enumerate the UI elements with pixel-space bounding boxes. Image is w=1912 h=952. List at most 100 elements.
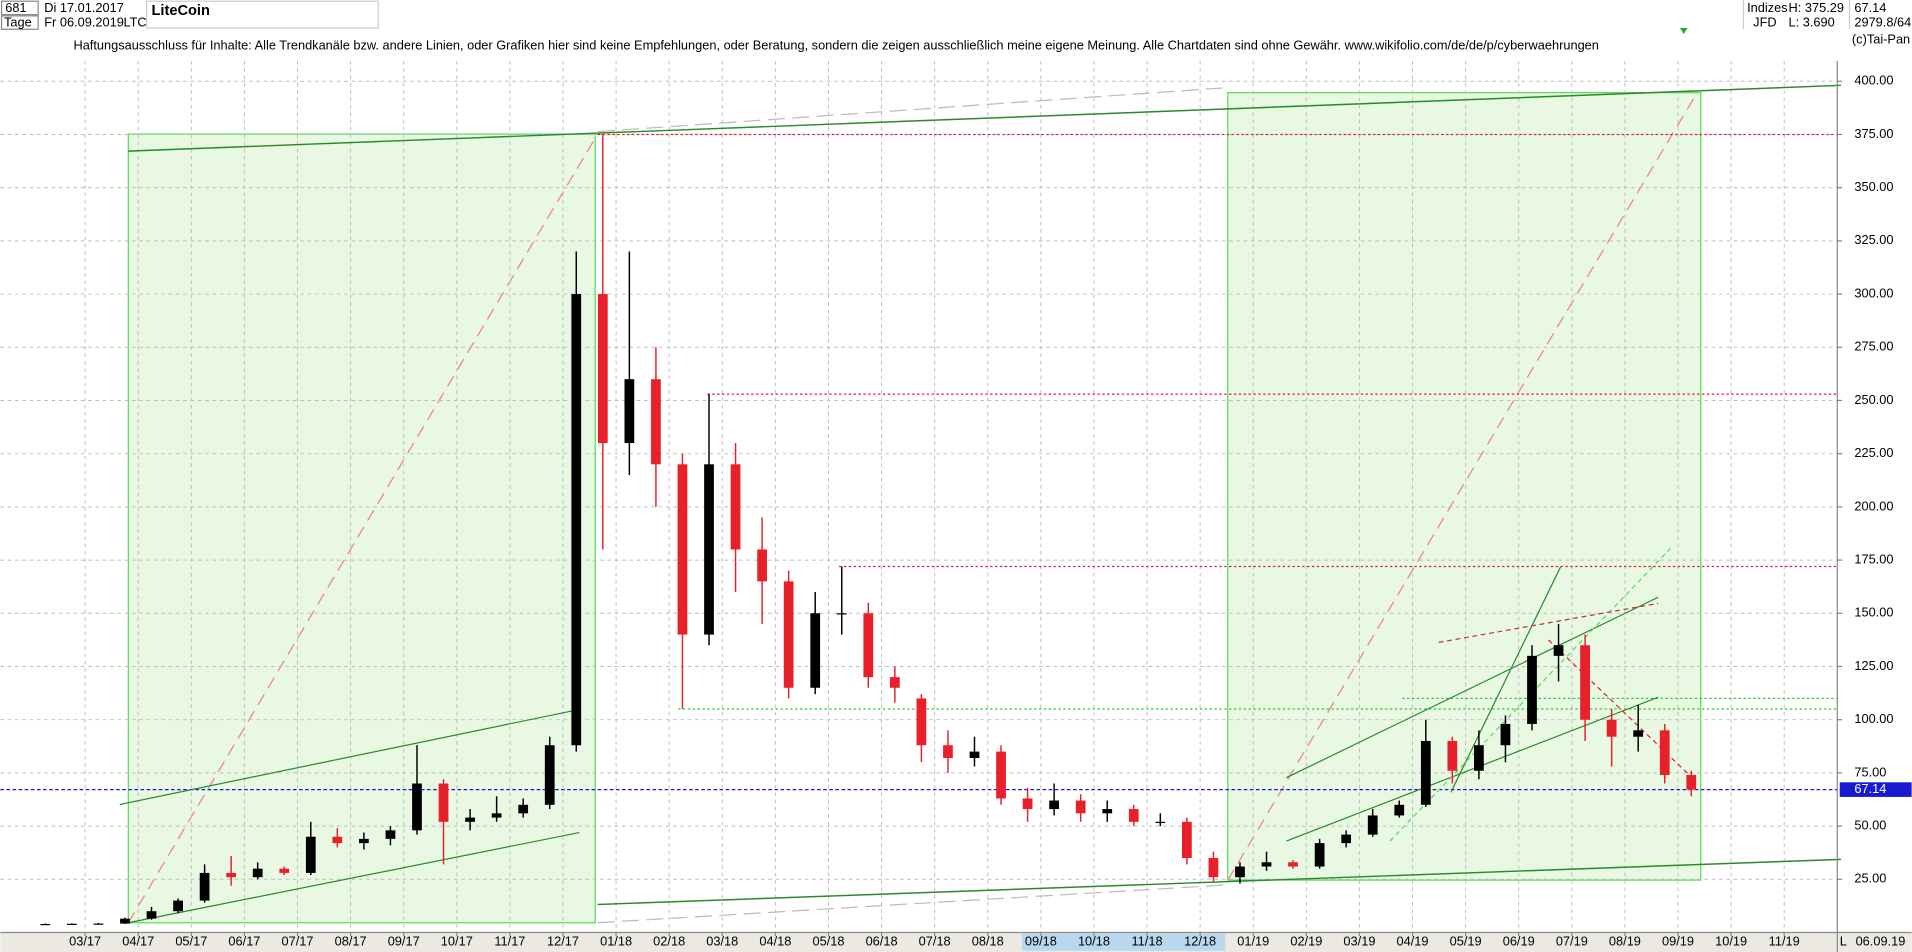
candle-body — [305, 836, 316, 873]
candle-body — [597, 294, 608, 444]
candle-body — [651, 379, 661, 465]
x-tick-label: 01/19 — [1237, 934, 1269, 949]
zone-box — [127, 133, 596, 924]
trend-line — [1450, 566, 1562, 793]
y-tick-label: 125.00 — [1854, 658, 1893, 673]
y-tick-label: 25.00 — [1854, 871, 1886, 886]
candle-body — [1261, 862, 1272, 867]
x-tick-label: 06/18 — [866, 934, 898, 949]
candle-body — [120, 918, 130, 924]
candle-body — [889, 677, 900, 688]
candle-body — [810, 613, 821, 688]
candle-body — [1049, 800, 1060, 810]
exchange-group: Indizes — [1747, 0, 1788, 15]
x-tick-label: 07/19 — [1556, 934, 1588, 949]
y-tick-label: 275.00 — [1854, 339, 1893, 354]
symbol: LTC — [123, 15, 146, 30]
end-date: Fr 06.09.2019 — [44, 15, 124, 30]
trend-line — [119, 708, 580, 806]
candle-body — [146, 911, 157, 919]
candle-body — [783, 581, 794, 688]
candle-body — [836, 613, 847, 615]
x-tick-label: 10/19 — [1715, 934, 1747, 949]
title: LiteCoin — [151, 3, 210, 19]
y-tick-label: 300.00 — [1854, 285, 1893, 300]
y-tick-label: 150.00 — [1854, 605, 1893, 620]
y-tick-label: 400.00 — [1854, 73, 1893, 88]
candle-body — [544, 745, 555, 805]
candle-body — [1367, 815, 1378, 835]
candle-body — [491, 813, 502, 818]
candle-body — [1686, 775, 1697, 790]
grid — [0, 60, 1838, 933]
candle-body — [704, 464, 714, 635]
x-tick-label: 09/19 — [1662, 934, 1694, 949]
axis-labels: 25.00 50.00 75.00 100.00 125.00 150.00 175.00 2… — [69, 73, 1912, 949]
x-tick-label: 08/19 — [1609, 934, 1641, 949]
x-tick-label: 05/18 — [812, 934, 844, 949]
low: L: 3.690 — [1789, 15, 1835, 30]
x-tick-label: 07/17 — [282, 934, 314, 949]
x-tick-label: 08/17 — [335, 934, 367, 949]
y-tick-label: 75.00 — [1854, 764, 1886, 779]
period-box[interactable] — [0, 15, 39, 30]
y-tick-label: 175.00 — [1854, 551, 1893, 566]
candle-body — [969, 751, 980, 758]
copyright: (c)Tai-Pan — [1852, 32, 1910, 47]
candle-body — [332, 836, 343, 844]
scale-mode[interactable]: L — [1840, 934, 1847, 949]
trend-lines — [119, 84, 1841, 924]
candle-body — [359, 838, 369, 844]
footer-date: 06.09.19 — [1856, 934, 1906, 949]
x-tick-label: 04/19 — [1397, 934, 1429, 949]
candle-body — [1208, 858, 1219, 878]
x-tick-label: 08/18 — [972, 934, 1004, 949]
candle-body — [93, 923, 104, 925]
candle-body — [1128, 809, 1139, 822]
x-tick-label: 03/17 — [69, 934, 101, 949]
candle-body — [412, 783, 422, 831]
trend-line — [128, 84, 1841, 152]
candle-body — [1500, 723, 1511, 746]
y-tick-label: 50.00 — [1854, 817, 1886, 832]
x-tick-label: 06/17 — [228, 934, 260, 949]
x-tick-label: 07/18 — [919, 934, 951, 949]
y-tick-label: 200.00 — [1854, 498, 1893, 513]
candle-body — [1659, 730, 1670, 776]
candle-body — [1288, 862, 1298, 867]
x-tick-label: 03/19 — [1343, 934, 1375, 949]
y-tick-label: 350.00 — [1854, 179, 1893, 194]
x-tick-label: 04/17 — [122, 934, 154, 949]
trend-line — [597, 884, 1226, 924]
last-price-label: 67.14 — [1854, 781, 1886, 796]
y-tick-label: 250.00 — [1854, 392, 1893, 407]
candle-body — [1394, 804, 1405, 816]
y-tick-label: 375.00 — [1854, 126, 1893, 141]
x-tick-label: 11/19 — [1769, 934, 1800, 949]
candle-body — [173, 900, 183, 912]
count-box[interactable] — [0, 0, 39, 16]
candle-body — [1474, 745, 1484, 771]
candle-body — [252, 868, 263, 878]
trend-line — [128, 831, 580, 924]
annotations — [127, 87, 1702, 924]
trend-line — [597, 858, 1841, 906]
title-box — [146, 0, 379, 29]
candle-body — [1181, 821, 1192, 859]
x-tick-label: 11/18 — [1132, 934, 1163, 949]
candle-body — [1022, 798, 1033, 810]
x-tick-label: 12/17 — [547, 934, 579, 949]
candle-body — [1527, 655, 1537, 724]
x-axis-band — [0, 932, 1912, 952]
candle-body — [385, 830, 396, 839]
y-tick-label: 100.00 — [1854, 711, 1893, 726]
candle-body — [66, 923, 77, 925]
trend-line — [1438, 602, 1659, 643]
last-price-tag — [1839, 782, 1912, 797]
x-tick-label: 02/19 — [1290, 934, 1322, 949]
x-tick-label: 03/18 — [706, 934, 738, 949]
candle-body — [40, 923, 51, 926]
x-tick-label: 06/19 — [1503, 934, 1535, 949]
candle-body — [916, 698, 927, 746]
